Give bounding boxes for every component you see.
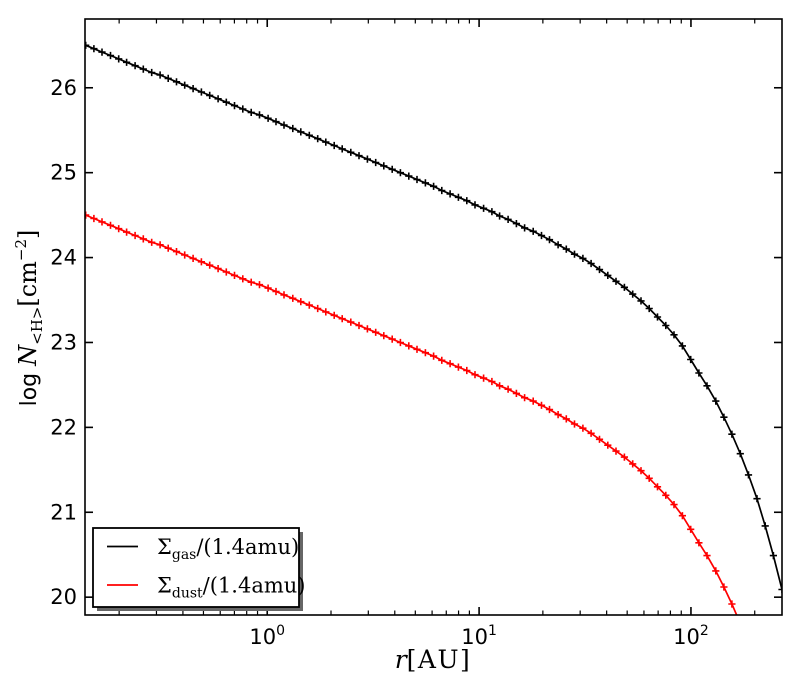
y-tick-label: 20: [50, 585, 77, 609]
y-tick-label: 25: [50, 161, 77, 185]
y-label-unit-open: [cm: [14, 261, 42, 307]
legend-label-subscript: gas: [172, 547, 197, 563]
x-tick-label: 102: [673, 623, 709, 649]
y-label-unit-exponent: −2: [12, 239, 30, 261]
x-tick-base: 10: [673, 625, 700, 649]
plot-frame: [84, 18, 783, 616]
ticks-group: [85, 19, 782, 615]
y-label-symbol: N: [14, 344, 42, 367]
x-axis-label: r[AU]: [395, 645, 472, 674]
y-label-prefix: log: [17, 366, 42, 407]
x-tick-exponent: 2: [700, 623, 709, 639]
x-label-unit: [AU]: [407, 645, 472, 674]
x-tick-base: 10: [461, 625, 488, 649]
x-tick-exponent: 0: [276, 623, 285, 639]
legend: Σgas/(1.4amu)Σdust/(1.4amu): [92, 527, 305, 611]
legend-label-symbol: Σ: [157, 535, 172, 559]
x-tick-label: 100: [249, 623, 285, 649]
y-tick-label: 21: [50, 500, 77, 524]
legend-label: Σdust/(1.4amu): [157, 574, 305, 602]
curves-group: [85, 41, 782, 615]
legend-label-subscript: dust: [172, 586, 203, 602]
y-axis-label: log N<H>[cm−2]: [12, 230, 46, 407]
x-tick-label: 101: [461, 623, 497, 649]
legend-box: [92, 527, 300, 608]
legend-label: Σgas/(1.4amu): [157, 535, 299, 563]
legend-label-suffix: /(1.4amu): [196, 535, 299, 559]
legend-entry-dust: Σdust/(1.4amu): [107, 574, 305, 602]
y-tick-label: 26: [50, 76, 77, 100]
legend-label-symbol: Σ: [157, 574, 172, 598]
y-label-subscript: <H>: [28, 307, 46, 345]
y-tick-label: 24: [50, 246, 77, 270]
y-tick-labels: 20 21 22 23 24 25 26: [50, 76, 77, 609]
x-tick-labels: 100 101 102: [249, 623, 708, 649]
legend-label-suffix: /(1.4amu): [203, 574, 306, 598]
x-tick-base: 10: [249, 625, 276, 649]
y-tick-label: 23: [50, 330, 77, 354]
y-label-unit-close: ]: [14, 230, 42, 239]
y-tick-label: 22: [50, 415, 77, 439]
legend-entry-gas: Σgas/(1.4amu): [107, 535, 299, 563]
x-label-symbol: r: [395, 645, 409, 674]
x-tick-exponent: 1: [488, 623, 497, 639]
